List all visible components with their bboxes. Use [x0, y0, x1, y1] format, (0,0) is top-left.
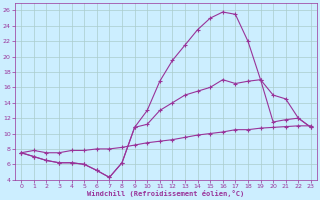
- X-axis label: Windchill (Refroidissement éolien,°C): Windchill (Refroidissement éolien,°C): [87, 190, 245, 197]
